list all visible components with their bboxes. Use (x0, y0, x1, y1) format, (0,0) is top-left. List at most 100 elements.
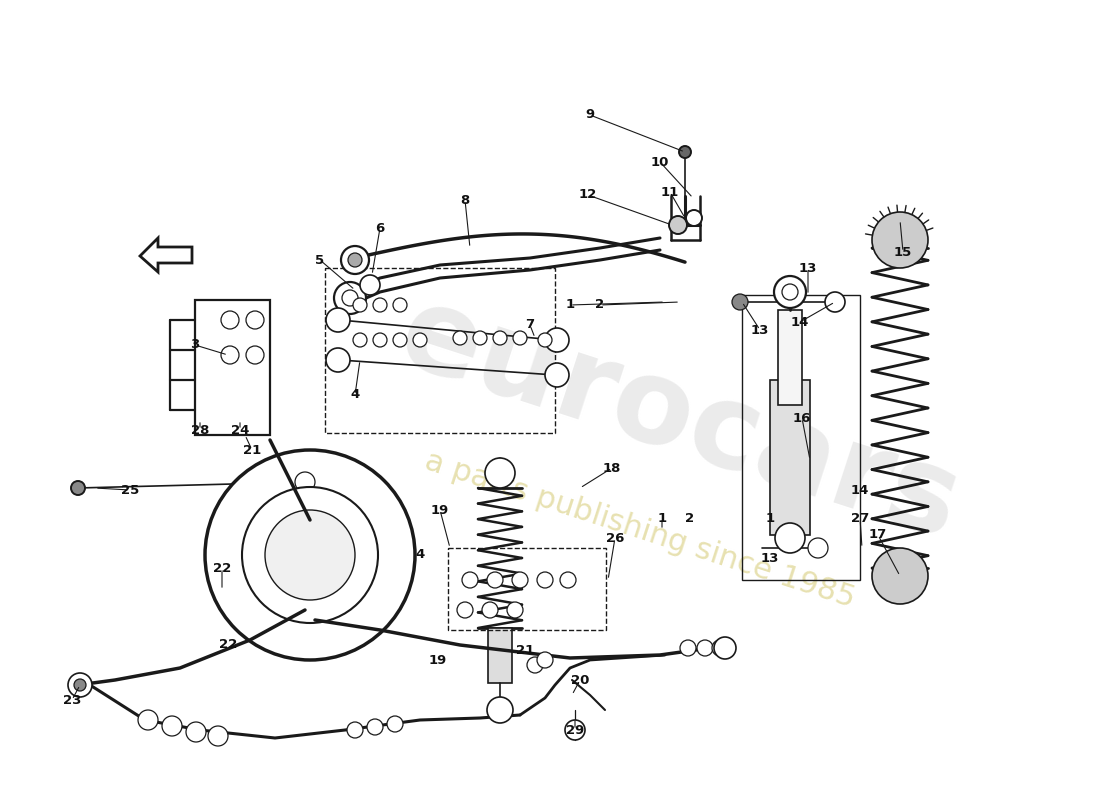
Circle shape (679, 146, 691, 158)
Text: 22: 22 (219, 638, 238, 651)
Circle shape (462, 572, 478, 588)
Circle shape (68, 673, 92, 697)
Circle shape (326, 348, 350, 372)
Circle shape (712, 640, 728, 656)
Bar (448, 548, 606, 630)
Text: 13: 13 (799, 262, 817, 274)
Circle shape (367, 719, 383, 735)
Text: 28: 28 (190, 423, 209, 437)
Circle shape (487, 572, 503, 588)
Circle shape (453, 331, 468, 345)
Circle shape (512, 572, 528, 588)
Circle shape (342, 290, 358, 306)
Bar (742, 295, 860, 580)
Circle shape (565, 720, 585, 740)
Circle shape (544, 363, 569, 387)
Text: 25: 25 (121, 483, 139, 497)
Circle shape (373, 298, 387, 312)
Circle shape (493, 331, 507, 345)
Text: 11: 11 (661, 186, 679, 198)
Circle shape (482, 602, 498, 618)
Circle shape (246, 346, 264, 364)
Bar (488, 628, 512, 683)
Circle shape (221, 346, 239, 364)
Circle shape (265, 510, 355, 600)
Text: 8: 8 (461, 194, 470, 206)
Text: a parts publishing since 1985: a parts publishing since 1985 (421, 446, 859, 614)
Circle shape (560, 572, 576, 588)
Text: 15: 15 (894, 246, 912, 258)
Text: 1: 1 (766, 511, 774, 525)
Circle shape (537, 652, 553, 668)
Circle shape (487, 697, 513, 723)
Polygon shape (140, 238, 192, 272)
Text: 1: 1 (565, 298, 574, 311)
Circle shape (393, 298, 407, 312)
Circle shape (538, 333, 552, 347)
Text: 24: 24 (231, 423, 250, 437)
Circle shape (348, 253, 362, 267)
Bar (195, 300, 270, 435)
Text: 13: 13 (751, 323, 769, 337)
Bar (324, 268, 556, 433)
Circle shape (138, 710, 158, 730)
Circle shape (473, 331, 487, 345)
Text: 26: 26 (606, 531, 624, 545)
Text: 10: 10 (651, 155, 669, 169)
Text: 23: 23 (63, 694, 81, 706)
Text: 2: 2 (685, 511, 694, 525)
Text: 4: 4 (351, 389, 360, 402)
Text: 22: 22 (213, 562, 231, 574)
Text: 29: 29 (565, 723, 584, 737)
Circle shape (186, 722, 206, 742)
Text: 19: 19 (431, 503, 449, 517)
Circle shape (205, 450, 415, 660)
Text: 20: 20 (571, 674, 590, 686)
Circle shape (774, 276, 806, 308)
Circle shape (680, 640, 696, 656)
Text: 12: 12 (579, 189, 597, 202)
Text: 18: 18 (603, 462, 622, 474)
Circle shape (360, 275, 379, 295)
Circle shape (341, 246, 368, 274)
Text: 14: 14 (791, 315, 810, 329)
Circle shape (732, 294, 748, 310)
Text: 6: 6 (375, 222, 385, 234)
Text: 21: 21 (243, 443, 261, 457)
Circle shape (513, 331, 527, 345)
Text: 5: 5 (316, 254, 324, 266)
Circle shape (72, 481, 85, 495)
Text: 14: 14 (850, 483, 869, 497)
Circle shape (808, 538, 828, 558)
Text: 9: 9 (585, 109, 595, 122)
Text: 1: 1 (658, 511, 667, 525)
Text: 4: 4 (416, 549, 425, 562)
Circle shape (326, 308, 350, 332)
Text: 3: 3 (190, 338, 199, 351)
Circle shape (714, 637, 736, 659)
Circle shape (697, 640, 713, 656)
Circle shape (825, 292, 845, 312)
Circle shape (334, 282, 366, 314)
Circle shape (872, 548, 928, 604)
Circle shape (162, 716, 182, 736)
Circle shape (346, 722, 363, 738)
Circle shape (295, 472, 315, 492)
Bar (770, 380, 810, 535)
Text: 16: 16 (793, 411, 811, 425)
Circle shape (456, 602, 473, 618)
Circle shape (246, 311, 264, 329)
Circle shape (353, 298, 367, 312)
Text: 19: 19 (429, 654, 447, 666)
Text: 21: 21 (516, 643, 535, 657)
Text: 17: 17 (869, 529, 887, 542)
Circle shape (544, 328, 569, 352)
Circle shape (782, 284, 797, 300)
Text: 13: 13 (761, 551, 779, 565)
Circle shape (208, 726, 228, 746)
Text: 7: 7 (526, 318, 535, 331)
Circle shape (242, 487, 378, 623)
Circle shape (412, 333, 427, 347)
Circle shape (353, 333, 367, 347)
Circle shape (393, 333, 407, 347)
